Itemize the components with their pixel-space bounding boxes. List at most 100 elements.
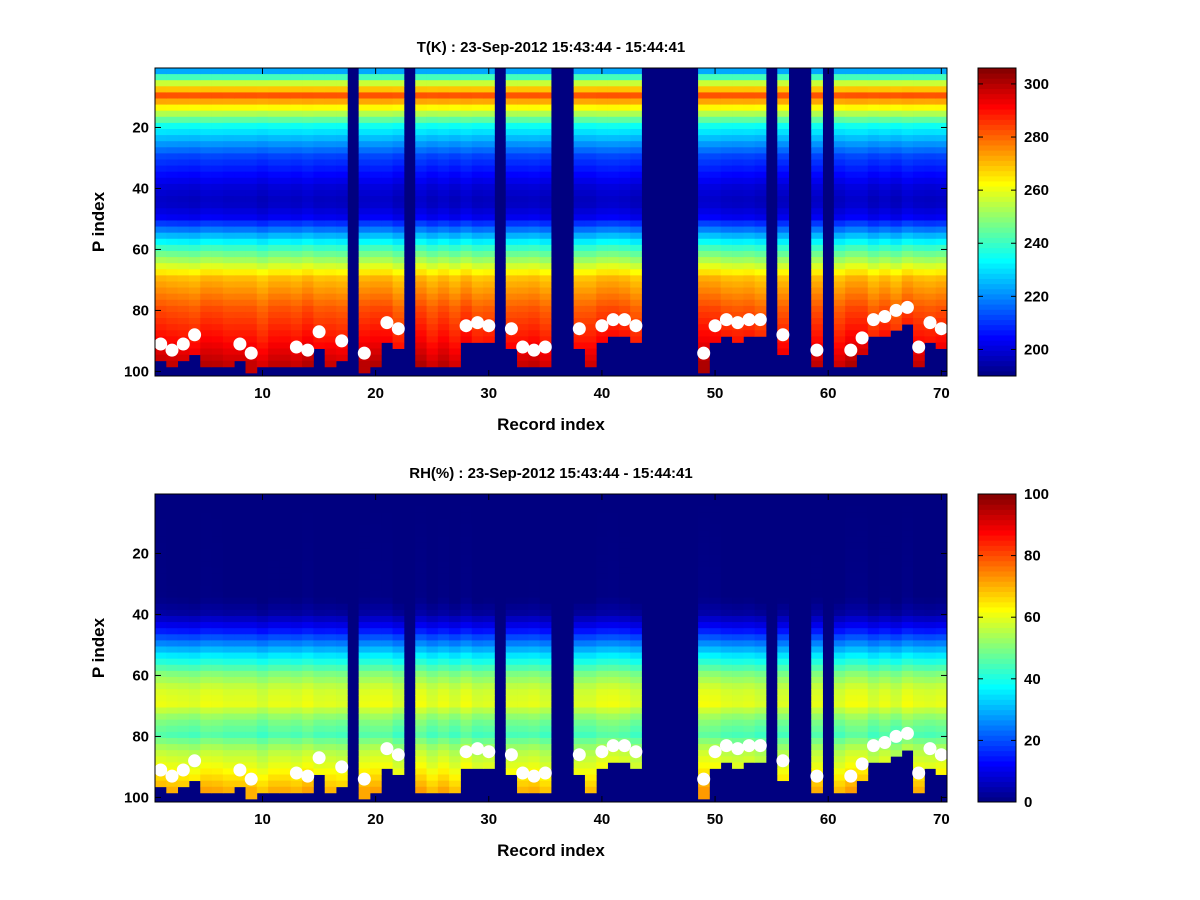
heatmap-cell (471, 615, 484, 623)
heatmap-cell (392, 603, 405, 611)
heatmap-cell (200, 664, 212, 672)
heatmap-cell (358, 567, 371, 574)
heatmap-cell (336, 518, 348, 525)
heatmap-cell (200, 591, 212, 599)
heatmap-cell (437, 336, 450, 343)
heatmap-cell (596, 220, 608, 227)
heatmap-cell (720, 750, 733, 757)
heatmap-cell (313, 263, 326, 270)
record-column (415, 494, 427, 794)
heatmap-cell (188, 281, 201, 288)
heatmap-cell (709, 159, 722, 166)
heatmap-cell (630, 518, 642, 525)
heatmap-cell (245, 756, 258, 763)
heatmap-cell (211, 719, 224, 727)
heatmap-cell (777, 232, 789, 240)
heatmap-cell (539, 281, 552, 288)
heatmap-cell (256, 548, 269, 556)
heatmap-cell (584, 597, 597, 605)
heatmap-cell (584, 128, 597, 136)
heatmap-cell (573, 615, 586, 623)
heatmap-cell (913, 183, 925, 191)
record-column (290, 68, 303, 368)
heatmap-cell (471, 683, 484, 690)
heatmap-cell (460, 305, 473, 313)
heatmap-cell (596, 122, 608, 130)
heatmap-cell (709, 536, 722, 544)
heatmap-cell (709, 202, 722, 209)
heatmap-cell (833, 202, 846, 209)
heatmap-cell (743, 92, 756, 99)
surface-marker (855, 331, 869, 345)
heatmap-cell (856, 104, 869, 112)
record-column (426, 494, 439, 794)
heatmap-cell (573, 622, 586, 629)
heatmap-cell (426, 92, 439, 99)
heatmap-cell (222, 275, 235, 282)
heatmap-cell (720, 554, 733, 562)
heatmap-cell (358, 293, 371, 301)
heatmap-cell (517, 147, 529, 154)
surface-marker (312, 325, 326, 339)
heatmap-cell (155, 536, 167, 544)
heatmap-cell (777, 122, 789, 130)
heatmap-cell (505, 220, 518, 227)
heatmap-cell (754, 110, 767, 118)
heatmap-cell (528, 780, 541, 788)
heatmap-cell (369, 670, 382, 678)
heatmap-cell (777, 68, 789, 75)
heatmap-cell (155, 86, 167, 93)
record-column (177, 68, 190, 362)
record-column (867, 68, 880, 337)
heatmap-cell (358, 74, 371, 81)
heatmap-cell (256, 196, 269, 203)
heatmap-cell (573, 299, 586, 307)
heatmap-cell (155, 287, 167, 295)
heatmap-cell (256, 226, 269, 234)
heatmap-cell (709, 220, 722, 227)
heatmap-cell (517, 110, 529, 118)
heatmap-cell (211, 135, 224, 142)
heatmap-cell (720, 756, 733, 763)
heatmap-cell (618, 104, 631, 112)
heatmap-cell (596, 536, 608, 544)
heatmap-cell (256, 646, 269, 653)
heatmap-cell (924, 250, 937, 258)
heatmap-cell (449, 214, 461, 221)
heatmap-cell (336, 183, 348, 191)
heatmap-cell (313, 165, 326, 173)
heatmap-cell (460, 275, 473, 282)
heatmap-cell (211, 80, 224, 87)
heatmap-cell (539, 628, 552, 635)
heatmap-cell (709, 287, 722, 295)
heatmap-cell (743, 250, 756, 258)
heatmap-cell (449, 731, 461, 739)
heatmap-cell (573, 141, 586, 148)
heatmap-cell (879, 220, 891, 227)
x-tick-label: 10 (254, 385, 271, 402)
record-column (336, 68, 348, 362)
heatmap-cell (720, 330, 733, 337)
heatmap-cell (528, 615, 541, 623)
heatmap-cell (867, 214, 880, 221)
heatmap-cell (166, 579, 179, 586)
heatmap-cell (709, 628, 722, 635)
heatmap-cell (426, 220, 439, 227)
heatmap-cell (302, 744, 314, 751)
heatmap-cell (336, 774, 348, 782)
heatmap-cell (369, 257, 382, 264)
heatmap-cell (437, 518, 450, 525)
heatmap-cell (222, 354, 235, 362)
heatmap-cell (879, 214, 891, 221)
heatmap-cell (584, 330, 597, 337)
heatmap-cell (596, 683, 608, 690)
heatmap-cell (630, 275, 642, 282)
heatmap-cell (698, 287, 710, 295)
heatmap-cell (698, 725, 710, 733)
heatmap-cell (460, 646, 473, 653)
heatmap-cell (392, 226, 405, 234)
heatmap-cell (268, 670, 280, 678)
heatmap-cell (630, 311, 642, 319)
heatmap-cell (584, 238, 597, 246)
heatmap-cell (709, 579, 722, 586)
